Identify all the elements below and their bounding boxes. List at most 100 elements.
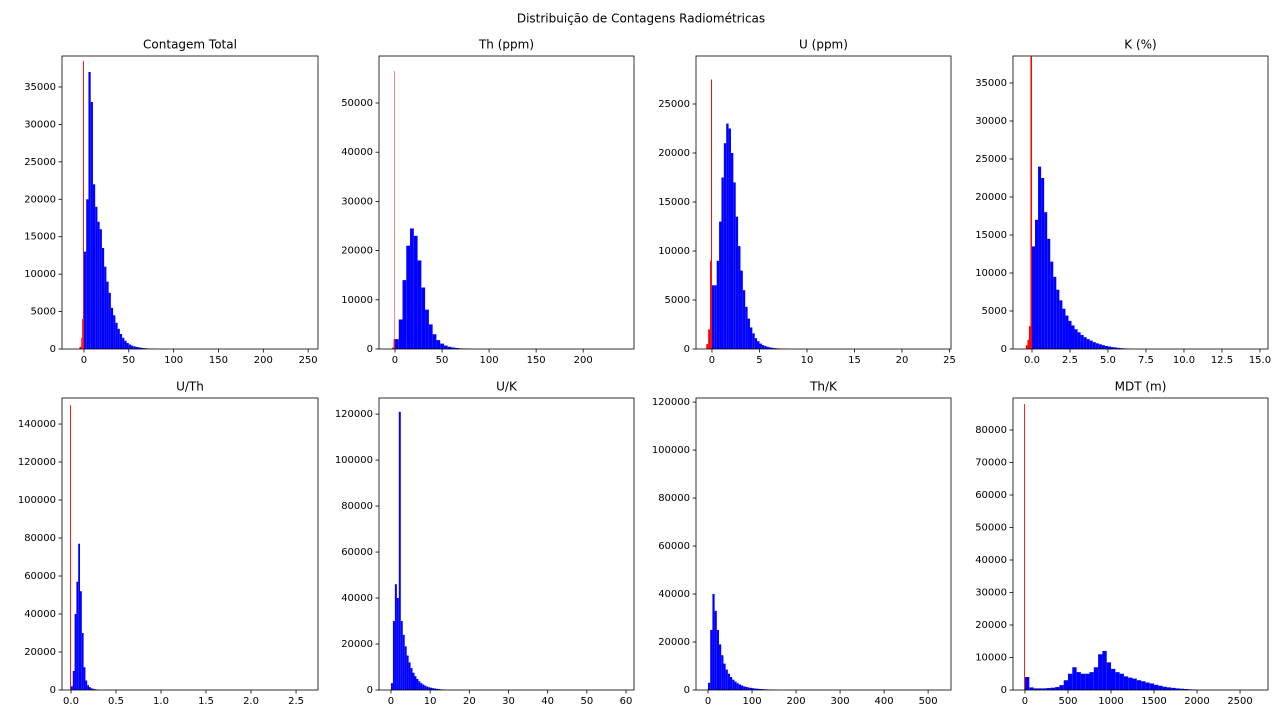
bar [447,346,452,349]
bar [428,324,433,349]
bar [398,319,403,349]
subplot-title: U/K [496,380,518,394]
bar [736,683,739,690]
y-tick-label: 40000 [341,593,373,604]
bar [1065,315,1069,349]
y-tick-label: 30000 [341,196,373,207]
y-tick-label: 50000 [975,523,1007,534]
bar [83,60,84,349]
x-tick-label: 100 [742,696,761,707]
bar [723,143,727,349]
bar [734,681,737,690]
bar [1115,672,1120,690]
bar [1025,345,1028,349]
y-tick-label: 20000 [341,246,373,257]
y-tick-label: 100000 [335,455,373,466]
axes-frame [61,55,319,350]
bar [757,341,760,349]
bar [1089,672,1094,690]
y-tick-label: 0 [50,685,56,696]
bar [708,682,711,690]
bar [124,340,127,349]
bar [137,347,141,349]
bar [1106,662,1112,690]
bar [89,687,91,690]
bar [1029,687,1034,690]
bar [1101,345,1105,349]
y-tick-label: 30000 [975,588,1007,599]
x-tick-label: 2000 [1184,696,1209,707]
bar [396,598,399,690]
bar [740,270,743,349]
bar [108,292,111,349]
bar [416,678,419,690]
bar [92,184,96,349]
bar [422,684,425,690]
x-tick-label: 30 [502,696,515,707]
bar [730,153,734,349]
bar [86,199,89,349]
bar [1128,677,1133,690]
bar [76,581,79,690]
bar [1037,688,1043,690]
y-tick-label: 100000 [18,495,56,506]
bar [78,543,81,690]
bar [732,679,735,690]
y-tick-label: 80000 [24,533,56,544]
bar [131,345,134,349]
bar [1154,684,1159,690]
bar [432,334,437,349]
bar [412,672,415,690]
bar [80,591,82,690]
x-tick-label: 2.5 [288,696,304,707]
bar [1092,342,1096,349]
bar [451,347,456,349]
bar [749,327,753,349]
y-tick-label: 20000 [24,647,56,658]
plot-area [390,411,446,690]
y-tick-label: 0 [684,344,690,355]
x-tick-label: 50 [580,696,593,707]
x-tick-label: 200 [787,696,806,707]
y-tick-label: 0 [367,685,373,696]
bar [760,689,764,690]
bar [1083,337,1087,349]
bar [79,346,82,349]
bar [712,594,715,690]
bar [742,290,746,349]
bar [70,405,72,690]
y-tick-label: 10000 [975,268,1007,279]
bar [83,251,87,349]
bar [402,280,407,349]
bar [126,343,129,349]
bar [1085,673,1090,690]
bar [1095,343,1099,349]
bar [716,630,720,690]
x-tick-label: 200 [254,355,273,366]
bar [119,334,123,349]
bar [721,177,724,349]
x-tick-label: 5.0 [1100,355,1116,366]
bar [1047,238,1051,349]
axes-frame [378,55,635,350]
x-tick-label: 25 [943,355,956,366]
y-tick-label: 20000 [341,639,373,650]
bar [758,688,761,690]
y-tick-label: 60000 [658,541,690,552]
plot-area [79,60,156,349]
bar [759,343,762,349]
bar [1059,685,1064,690]
bar [1158,685,1163,690]
x-tick-label: 1000 [1098,696,1123,707]
y-tick-label: 25000 [658,99,690,110]
subplot-title: MDT (m) [1115,380,1167,394]
bar [1111,347,1115,349]
x-tick-label: 12.5 [1211,355,1233,366]
bar [1114,347,1118,349]
bar [723,663,726,690]
subplot-title: K (%) [1124,38,1156,52]
y-tick-label: 60000 [975,490,1007,501]
bar [420,683,423,690]
bar [408,662,411,690]
x-tick-label: 20 [896,355,909,366]
